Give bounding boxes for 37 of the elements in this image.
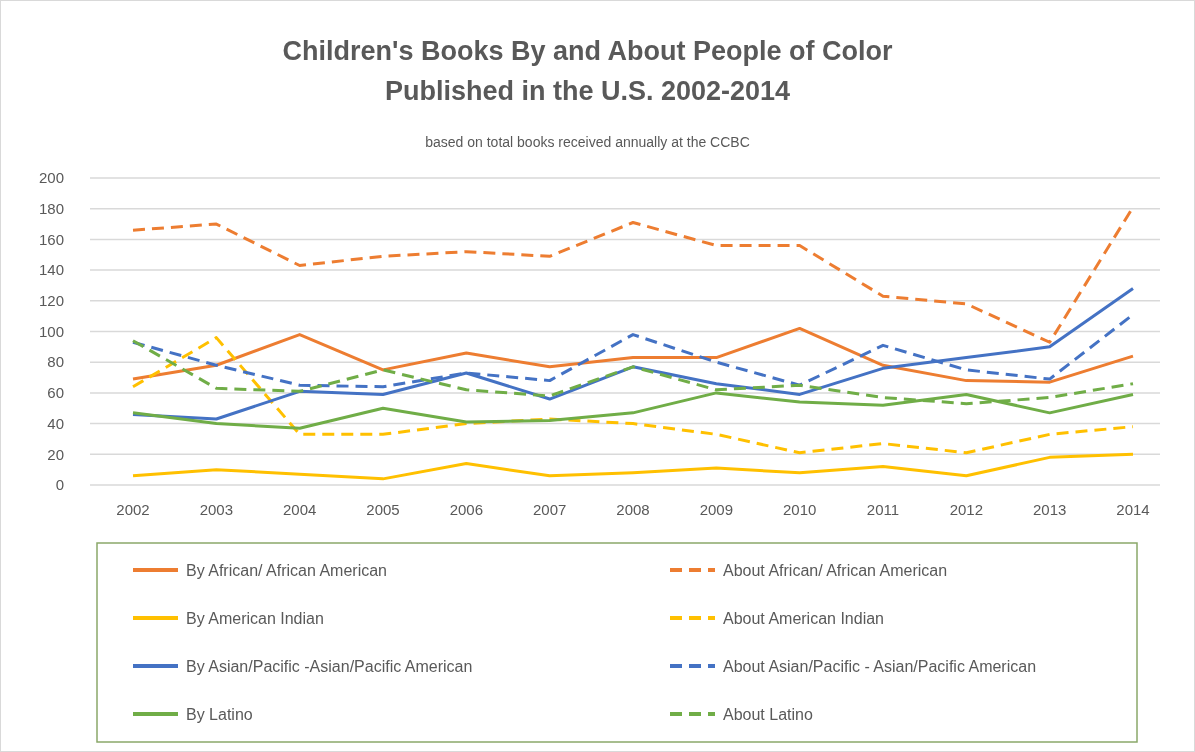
x-tick-label: 2002 xyxy=(116,501,150,518)
y-tick-label: 180 xyxy=(38,199,64,217)
y-tick-label: 80 xyxy=(47,353,64,371)
line-series xyxy=(131,336,1135,455)
y-tick-label: 120 xyxy=(38,292,64,310)
y-tick-label: 140 xyxy=(38,261,64,279)
x-tick-label: 2014 xyxy=(1116,501,1150,518)
x-tick-label: 2012 xyxy=(949,501,984,518)
line-series xyxy=(131,452,1135,481)
legend-label: About Latino xyxy=(723,705,813,723)
line-series xyxy=(131,326,1135,384)
y-tick-label: 40 xyxy=(47,414,64,432)
y-tick-label: 0 xyxy=(55,476,64,494)
x-tick-label: 2005 xyxy=(366,501,400,518)
x-tick-label: 2007 xyxy=(532,501,567,518)
legend-label: By Latino xyxy=(186,705,253,723)
x-tick-label: 2010 xyxy=(782,501,817,518)
y-tick-label: 100 xyxy=(38,322,64,340)
y-tick-label: 60 xyxy=(47,384,64,402)
y-tick-label: 160 xyxy=(38,230,64,248)
legend-label: By African/ African American xyxy=(186,561,387,579)
y-tick-label: 200 xyxy=(38,169,64,187)
y-tick-label: 20 xyxy=(47,445,64,463)
chart-title: Children's Books By and About People of Color Published in the U.S. 2002-2014 xyxy=(282,36,893,106)
x-tick-label: 2004 xyxy=(282,501,317,518)
legend-label: By Asian/Pacific -Asian/Pacific American xyxy=(186,657,473,675)
x-tick-label: 2009 xyxy=(699,501,734,518)
legend-label: About African/ African American xyxy=(723,561,948,579)
x-tick-label: 2008 xyxy=(616,501,650,518)
legend-label: About Asian/Pacific - Asian/Pacific American xyxy=(723,657,1037,675)
x-tick-label: 2006 xyxy=(449,501,484,518)
legend-label: By American Indian xyxy=(186,609,324,627)
legend-label: About American Indian xyxy=(723,609,884,627)
x-tick-label: 2003 xyxy=(199,501,234,518)
chart-subtitle: based on total books received annually at the CCBC xyxy=(425,134,750,150)
x-tick-label: 2011 xyxy=(866,501,900,518)
x-tick-label: 2013 xyxy=(1032,501,1067,518)
